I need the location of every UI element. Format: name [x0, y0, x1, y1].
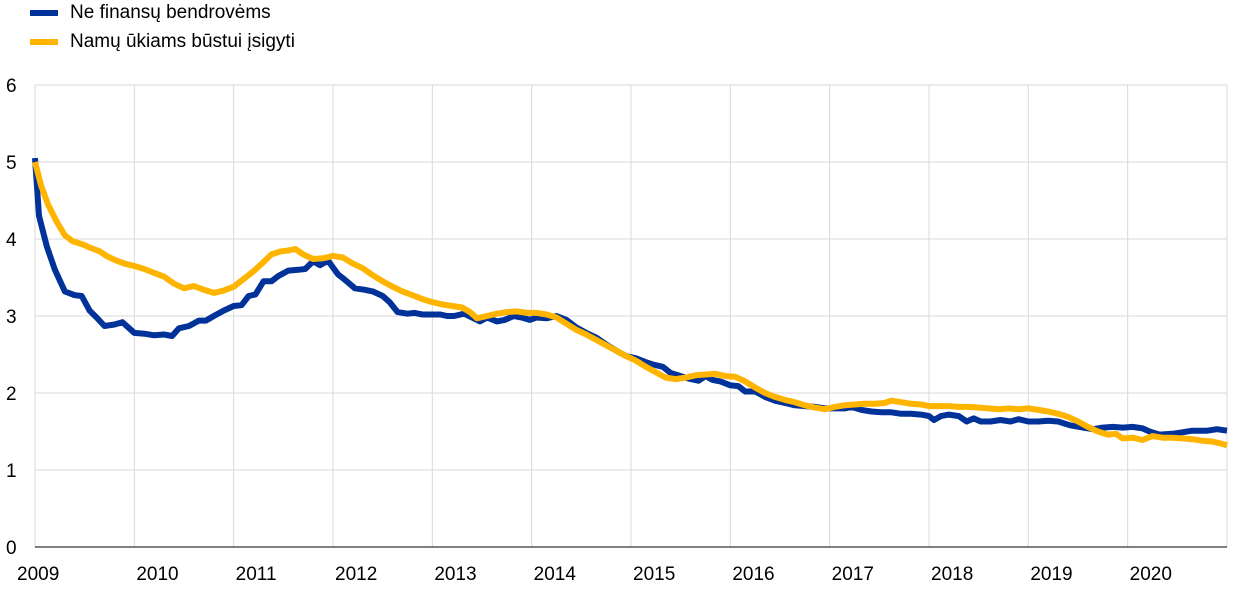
y-tick-label: 1 — [6, 461, 17, 482]
x-tick-label: 2018 — [931, 564, 973, 585]
y-tick-label: 6 — [6, 76, 17, 97]
y-tick-label: 3 — [6, 307, 17, 328]
legend-label-1: Namų ūkiams būstui įsigyti — [70, 31, 295, 52]
y-tick-label: 4 — [6, 230, 17, 251]
x-tick-label: 2012 — [335, 564, 377, 585]
x-tick-label: 2019 — [1030, 564, 1072, 585]
y-tick-label: 5 — [6, 153, 17, 174]
x-tick-label: 2010 — [136, 564, 178, 585]
x-tick-label: 2014 — [534, 564, 577, 585]
x-tick-label: 2015 — [633, 564, 675, 585]
series-line-1 — [32, 161, 1228, 449]
x-tick-label: 2009 — [17, 564, 59, 585]
x-tick-label: 2017 — [832, 564, 874, 585]
legend-swatch-1 — [30, 39, 58, 45]
x-tick-label: 2016 — [732, 564, 774, 585]
legend-swatch-0 — [30, 10, 58, 16]
x-tick-label: 2013 — [434, 564, 476, 585]
x-tick-label: 2020 — [1130, 564, 1172, 585]
x-tick-label: 2011 — [236, 564, 277, 585]
y-tick-label: 2 — [6, 384, 17, 405]
y-tick-label: 0 — [6, 538, 17, 559]
legend-label-0: Ne finansų bendrovėms — [70, 2, 271, 23]
